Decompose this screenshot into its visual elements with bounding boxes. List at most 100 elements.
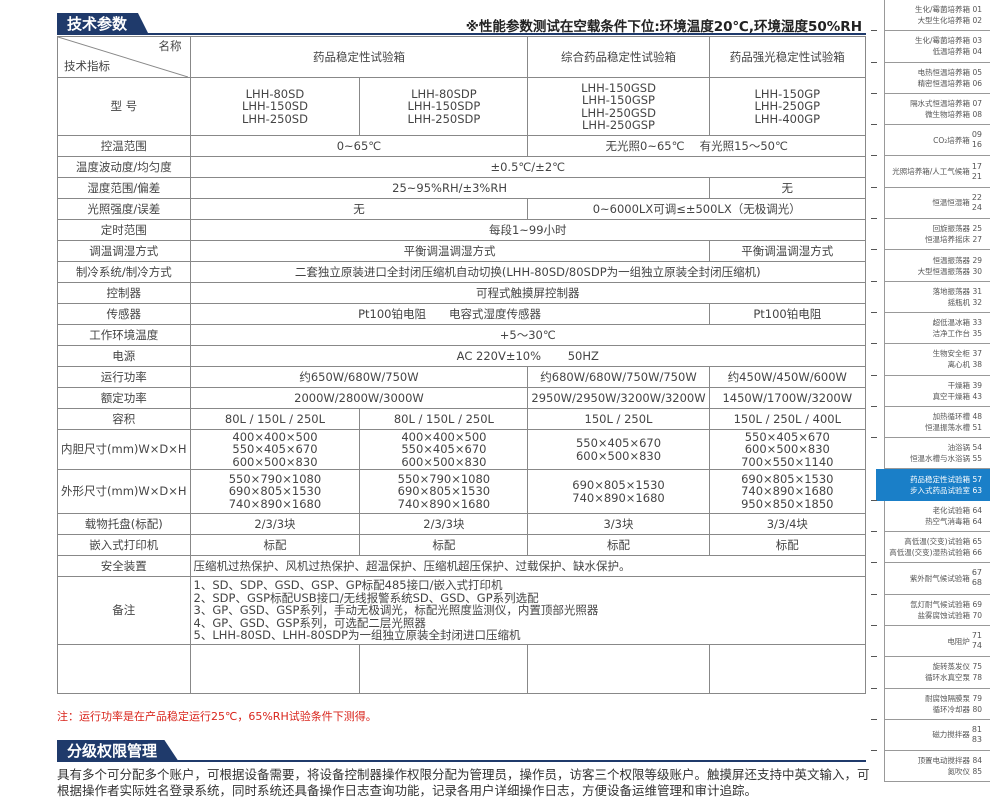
cell-line: 690×805×1530 — [572, 478, 665, 492]
sidebar-item[interactable]: 氙灯耐气候试验箱 69 盐雾腐蚀试验箱 70 — [871, 593, 990, 626]
cell: 可程式触摸屏控制器 — [189, 282, 867, 304]
cell: 标配 — [359, 534, 529, 556]
sidebar-item-label: 干燥箱 39 — [947, 380, 982, 390]
sidebar-item[interactable]: 落地振荡器 31 摇瓶机 32 — [871, 280, 990, 313]
page-number: 74 — [971, 641, 982, 651]
cell-line: 3、GP、GSD、GSP系列，手动无极调光，标配光照度监测仪，内置顶部光照器 — [193, 603, 599, 618]
cell-line: LHH-150GSP — [582, 93, 655, 107]
sidebar-item[interactable]: 生化/霉菌培养箱 01 大型生化培养箱 02 — [884, 0, 990, 32]
sidebar-item-label: 加热循环槽 48 — [932, 412, 982, 421]
tick-mark — [871, 155, 877, 157]
cell: ±0.5℃/±2℃ — [189, 156, 867, 178]
sidebar-item-label: 高低温(交变)试验箱 65 — [904, 537, 982, 547]
table-row: 载物托盘(标配) 2/3/3块 2/3/3块 3/3块 3/3/4块 — [57, 513, 867, 535]
section-header-permissions: 分级权限管理 — [57, 740, 866, 762]
sidebar-item[interactable]: 回旋振荡器 25 恒温培养摇床 27 — [871, 218, 990, 251]
cell: 2000W/2800W/3000W — [189, 387, 529, 409]
cell-line: LHH-150SD — [241, 99, 308, 114]
sidebar-item-label: 循环水真空泵 78 — [925, 673, 982, 683]
sidebar-item-label: 老化试验箱 64 — [932, 505, 982, 515]
tick-mark — [871, 687, 877, 689]
cell: 标配 — [708, 534, 867, 556]
sidebar-item-label: CO₂培养箱 — [933, 135, 970, 145]
sidebar-item-pages: 09 16 — [972, 130, 982, 150]
table-row: 内胆尺寸(mm)W×D×H 400×400×500 550×405×670 600×5… — [57, 429, 867, 470]
sidebar-item[interactable]: 顶置电动搅拌器 84 氮吹仪 85 — [871, 750, 990, 783]
sidebar-item-label: 循环冷却器 80 — [932, 704, 982, 714]
sidebar-item[interactable]: 生化/霉菌培养箱 03 低温培养箱 04 — [871, 30, 990, 63]
divider — [57, 33, 866, 35]
cell: 2/3/3块 — [189, 513, 361, 535]
sidebar-item[interactable]: 加热循环槽 48 恒温振荡水槽 51 — [871, 405, 990, 439]
sidebar-item-label: 精密恒温培养箱 06 — [917, 78, 982, 88]
model-cell: LHH-80SDP LHH-150SDP LHH-250SDP — [359, 77, 529, 136]
tick-mark — [871, 531, 877, 533]
sidebar-item[interactable]: 紫外耐气候试验箱 67 68 — [871, 562, 990, 595]
cell-line: LHH-400GP — [754, 111, 821, 126]
cell: 690×805×1530 740×890×1680 — [527, 469, 710, 514]
cell-line: 550×790×1080 — [228, 471, 322, 486]
row-label: 调温调湿方式 — [57, 240, 191, 262]
sidebar-item[interactable]: 磁力搅拌器 81 83 — [871, 718, 990, 752]
row-label: 备注 — [57, 576, 191, 645]
sidebar-item[interactable]: 光照培养箱/人工气候箱 17 21 — [871, 155, 990, 188]
sidebar-item[interactable]: 旋转蒸发仪 75 循环水真空泵 78 — [871, 656, 990, 689]
sidebar-item[interactable]: 电阻炉 71 74 — [871, 624, 990, 658]
cell: 约450W/450W/600W — [708, 366, 867, 388]
sidebar-item[interactable]: 高低温(交变)试验箱 65 高低温(交变)湿热试验箱 66 — [871, 531, 990, 564]
sidebar-item-label: 低温培养箱 04 — [932, 47, 982, 57]
sidebar-item-label: 生物安全柜 37 — [932, 349, 982, 359]
sidebar-item[interactable]: 干燥箱 39 真空干燥箱 43 — [871, 374, 990, 407]
cell-line: LHH-80SDP — [411, 86, 477, 101]
sidebar-item[interactable]: 生物安全柜 37 离心机 38 — [871, 343, 990, 376]
cell — [57, 644, 191, 694]
sidebar-item[interactable]: 隔水式恒温培养箱 07 微生物培养箱 08 — [871, 92, 990, 126]
sidebar-item[interactable]: 药品稳定性试验箱 57 步入式药品试验室 63 — [876, 469, 990, 501]
cell: 80L / 150L / 250L — [189, 408, 361, 430]
cell: 80L / 150L / 250L — [359, 408, 529, 430]
section-header-tech-params: 技术参数 — [57, 13, 866, 35]
cell: 400×400×500 550×405×670 600×500×830 — [189, 429, 361, 470]
sidebar-item[interactable]: 老化试验箱 64 热空气消毒箱 64 — [871, 499, 990, 533]
test-condition-note: ※性能参数测试在空载条件下位:环境温度20℃,环境湿度50%RH — [465, 19, 862, 35]
sidebar-item[interactable]: 超低温冰箱 33 洁净工作台 35 — [871, 311, 990, 345]
remarks-cell: 1、SD、SDP、GSD、GSP、GP标配485接口/嵌入式打印机 2、SDP、G… — [189, 576, 867, 645]
cell-line: 550×405×670 — [744, 429, 830, 444]
sidebar-item[interactable]: 电热恒温培养箱 05 精密恒温培养箱 06 — [871, 61, 990, 94]
table-row: 额定功率 2000W/2800W/3000W 2950W/2950W/3200W/3… — [57, 387, 867, 409]
model-cell: LHH-150GSD LHH-150GSP LHH-250GSD LHH-250GSP — [527, 77, 710, 136]
cell: 550×405×670 600×500×830 700×550×1140 — [708, 429, 867, 470]
sidebar-item-label: 微生物培养箱 08 — [925, 110, 982, 120]
cell-line: LHH-250SD — [241, 111, 308, 126]
cell: 平衡调温调湿方式 — [189, 240, 710, 262]
sidebar-item-label: 氮吹仪 85 — [947, 767, 982, 777]
tick-mark — [871, 437, 877, 439]
sidebar-item-label: 旋转蒸发仪 75 — [932, 662, 982, 672]
cell: +5～30℃ — [189, 324, 867, 346]
cell-line: LHH-80SD — [245, 86, 305, 101]
table-row: 电源 AC 220V±10% 50HZ — [57, 345, 867, 367]
cell — [527, 644, 710, 694]
sidebar-item[interactable]: 恒温振荡器 29 大型恒温振荡器 30 — [871, 249, 990, 282]
sidebar-item[interactable]: 恒温恒湿箱 22 24 — [871, 186, 990, 220]
tick-mark — [871, 562, 877, 564]
page-number: 22 — [971, 192, 982, 202]
sidebar-item[interactable]: 油浴锅 54 恒温水槽与水浴锅 55 — [871, 437, 990, 470]
cell: 约680W/680W/750W/750W — [527, 366, 710, 388]
corner-cell: 名称 技术指标 — [57, 36, 191, 78]
cell: 550×405×670 600×500×830 — [527, 429, 710, 470]
cell-line: 600×500×830 — [744, 442, 830, 457]
tick-mark — [871, 311, 877, 313]
cell: 3/3块 — [527, 513, 710, 535]
cell-line: 400×400×500 — [232, 429, 318, 444]
cell: 平衡调温调湿方式 — [708, 240, 867, 262]
product-header: 药品稳定性试验箱 — [189, 36, 529, 78]
sidebar-item[interactable]: 耐腐蚀隔膜泵 79 循环冷却器 80 — [871, 687, 990, 720]
sidebar-item-label: 光照培养箱/人工气候箱 — [892, 167, 970, 177]
page-number: 67 — [971, 568, 982, 578]
cell-line: LHH-150GSD — [581, 80, 656, 95]
row-label: 控制器 — [57, 282, 191, 304]
sidebar-item-label: 药品稳定性试验箱 57 — [910, 474, 982, 484]
cell: 400×400×500 550×405×670 600×500×830 — [359, 429, 529, 470]
sidebar-item[interactable]: CO₂培养箱 09 16 — [871, 124, 990, 157]
